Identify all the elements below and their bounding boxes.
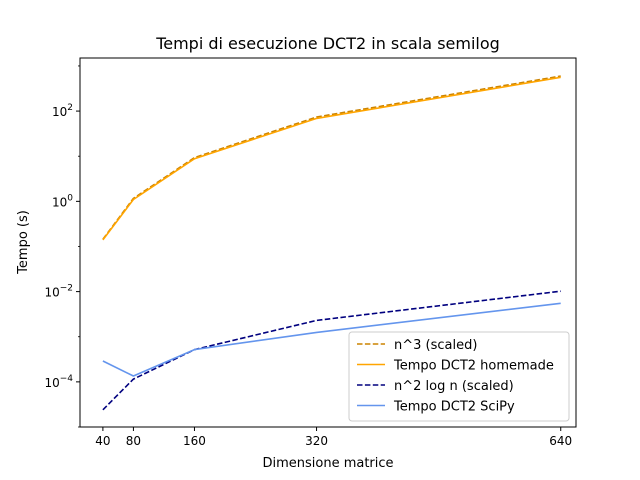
x-tick-label: 40 — [95, 434, 110, 448]
series-line-0 — [102, 75, 561, 240]
y-axis-label: Tempo (s) — [16, 210, 31, 275]
x-tick-label: 640 — [549, 434, 572, 448]
x-axis-ticks: 40 80 160 320 640 — [95, 427, 572, 448]
legend: n^3 (scaled) Tempo DCT2 homemade n^2 log n… — [348, 331, 570, 422]
series-line-1 — [102, 76, 561, 241]
x-tick-label: 80 — [126, 434, 141, 448]
series-line-3 — [102, 302, 561, 377]
series-layer — [102, 75, 561, 411]
y-tick-label: 10−4 — [44, 374, 73, 390]
legend-label: n^3 (scaled) — [394, 338, 477, 353]
y-tick-label: 100 — [52, 193, 73, 209]
x-tick-label: 320 — [305, 434, 328, 448]
y-axis-ticks: 10−4 10−2 100 102 — [44, 65, 80, 428]
y-tick-label: 10−2 — [44, 284, 73, 300]
x-tick-label: 160 — [183, 434, 206, 448]
x-axis-label: Dimensione matrice — [262, 456, 393, 471]
legend-label: Tempo DCT2 homemade — [393, 359, 554, 374]
y-tick-label: 102 — [52, 103, 73, 119]
legend-box — [348, 331, 570, 422]
legend-label: n^2 log n (scaled) — [394, 379, 514, 394]
plot-frame — [79, 57, 577, 428]
legend-label: Tempo DCT2 SciPy — [393, 400, 515, 415]
chart-title: Tempi di esecuzione DCT2 in scala semilo… — [155, 34, 500, 53]
